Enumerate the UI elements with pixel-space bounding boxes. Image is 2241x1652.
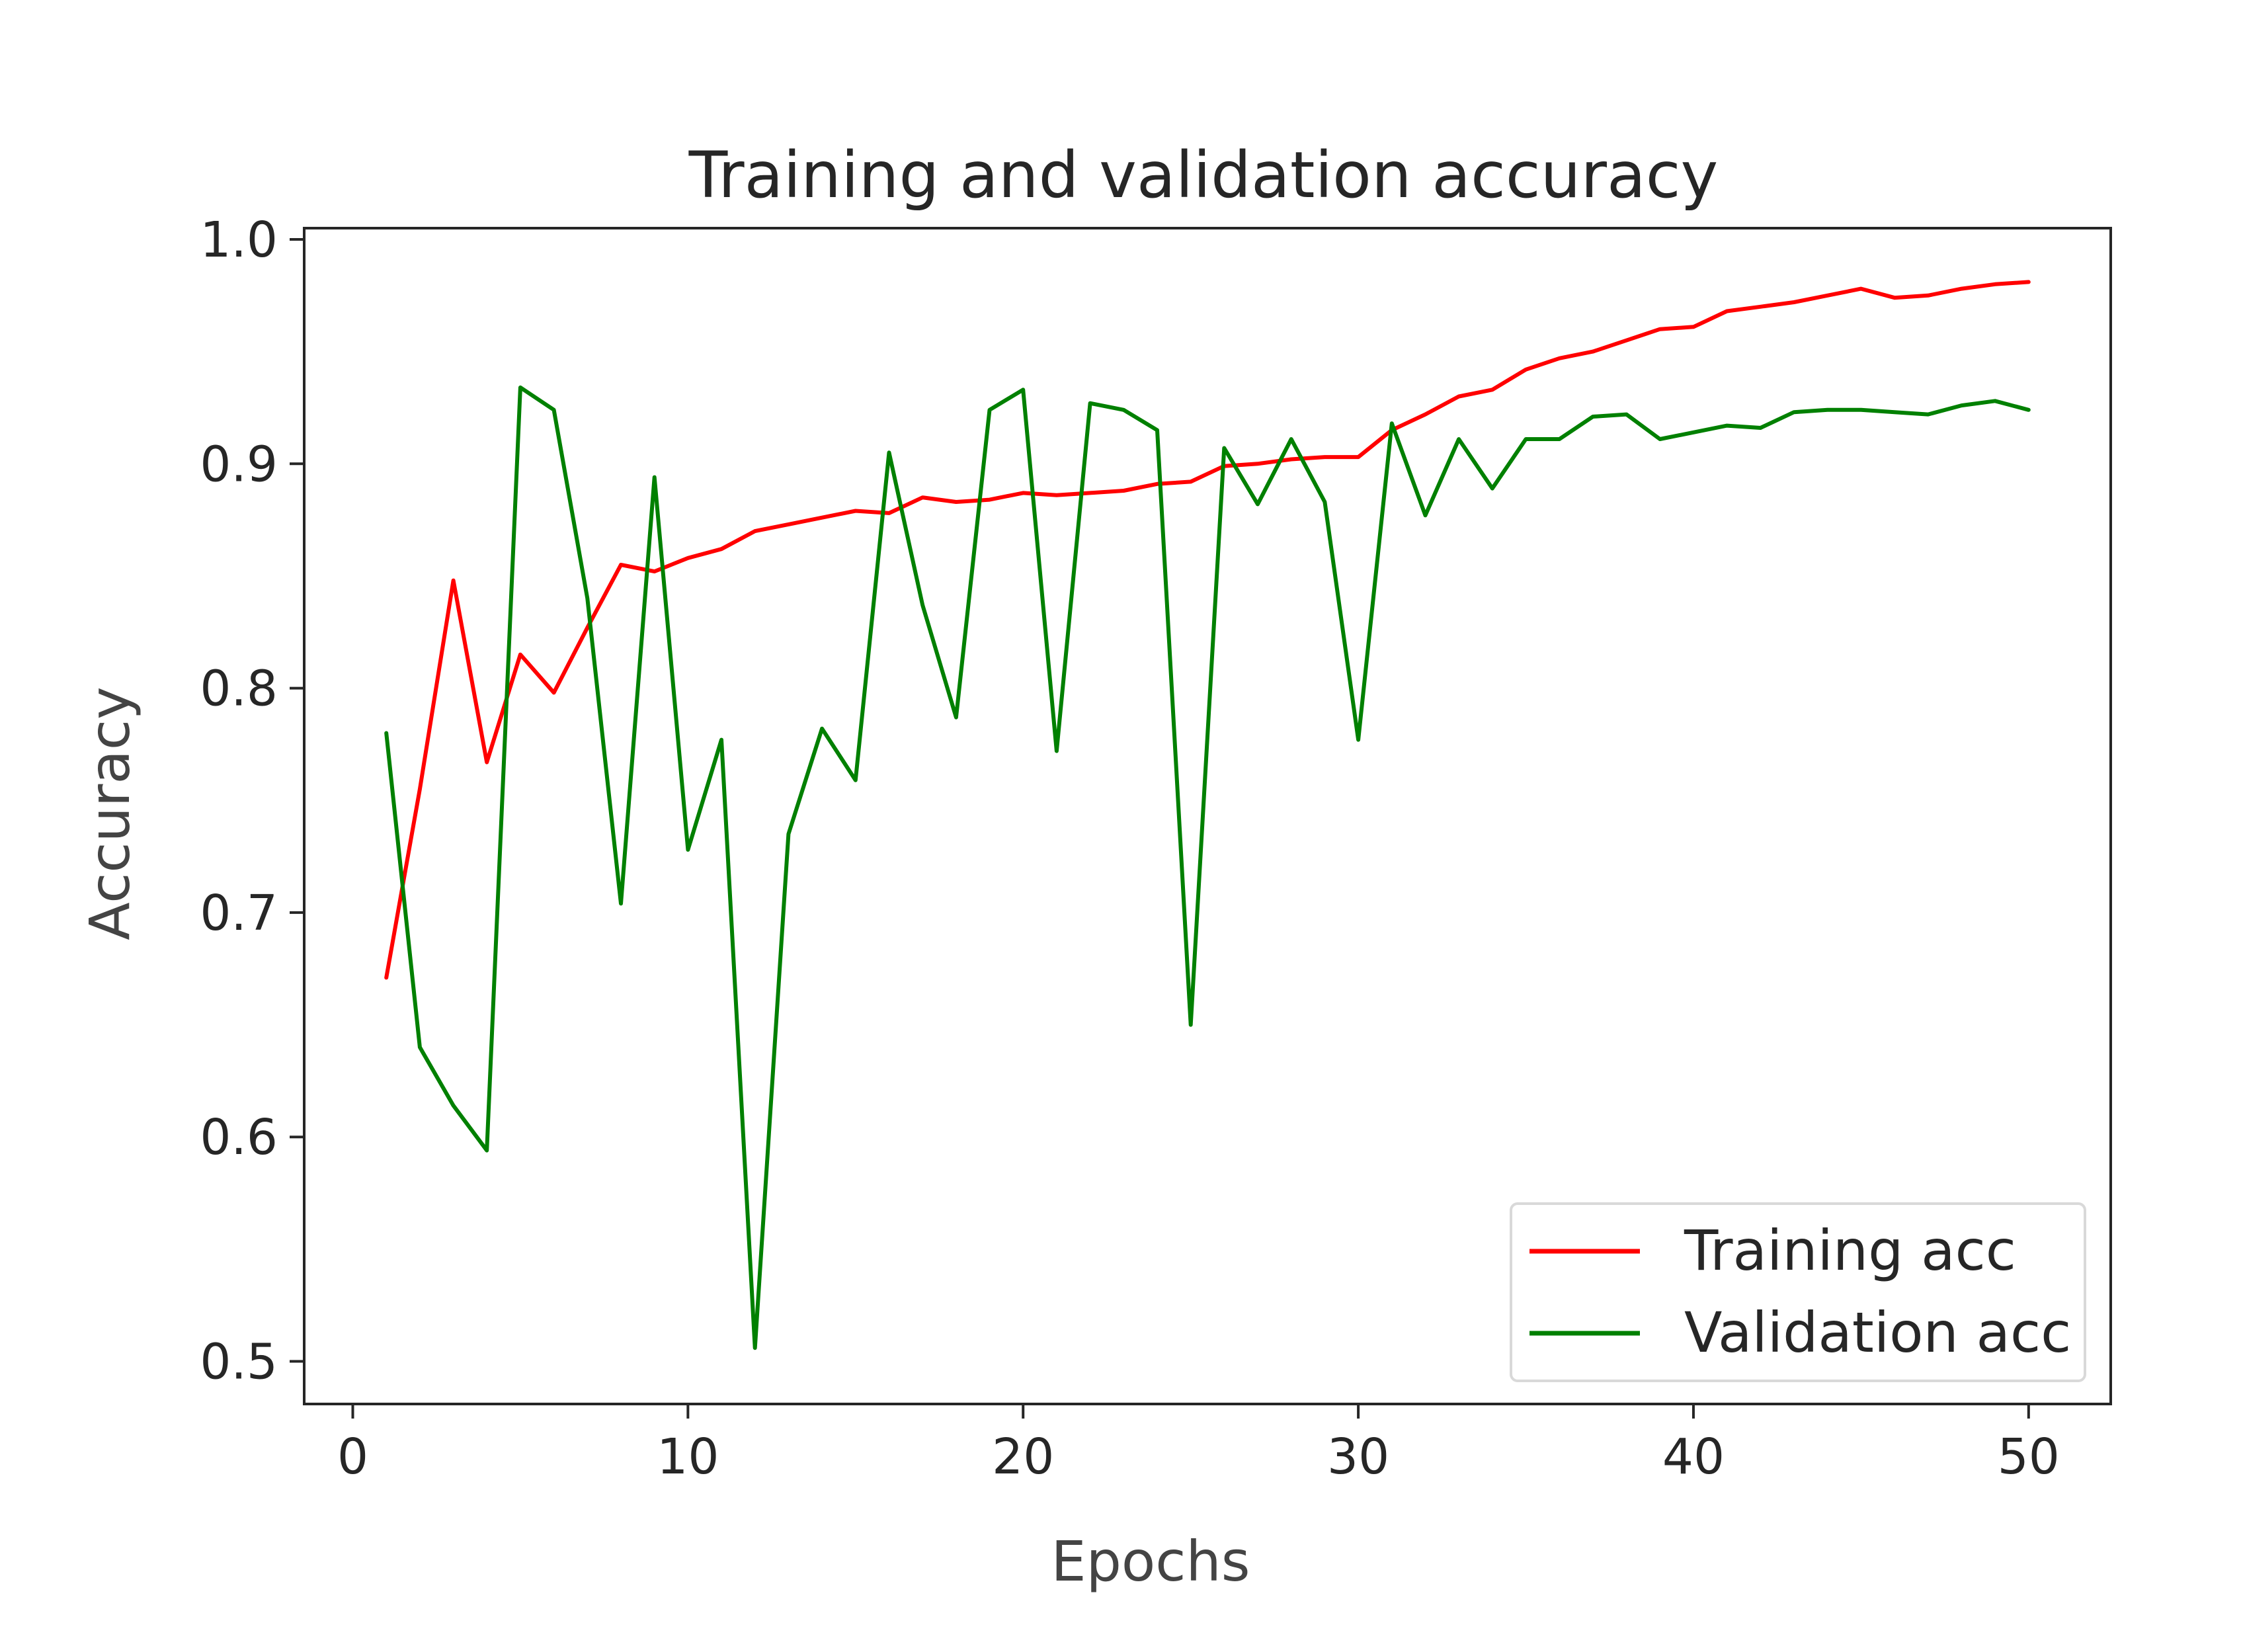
y-axis-label: Accuracy [77, 686, 142, 940]
series-line-training-acc [384, 280, 2031, 980]
legend-label: Training acc [1684, 1218, 2016, 1283]
y-tick-label: 0.7 [200, 885, 278, 942]
y-tick-label: 0.5 [200, 1334, 278, 1391]
x-tick-label: 30 [1327, 1428, 1389, 1485]
chart-title: Training and validation accuracy [688, 138, 1719, 212]
x-tick-label: 50 [1998, 1428, 2060, 1485]
x-axis-label: Epochs [1051, 1529, 1250, 1594]
y-tick-label: 1.0 [200, 212, 278, 268]
x-tick-label: 40 [1662, 1428, 1725, 1485]
plot-frame [303, 227, 2112, 1405]
x-tick-label: 0 [337, 1428, 368, 1485]
x-tick-label: 10 [657, 1428, 719, 1485]
legend-box [1510, 1202, 2086, 1382]
x-tick-label: 20 [992, 1428, 1054, 1485]
legend-label: Validation acc [1684, 1300, 2071, 1365]
y-tick-label: 0.8 [200, 661, 278, 718]
series-line-validation-acc [384, 385, 2031, 1350]
plot-area: 0 10 20 30 40 50 0.5 0.6 0.7 0.8 0.9 1.0 [200, 212, 2112, 1485]
legend: Training acc Validation acc [1510, 1202, 2086, 1382]
y-tick-label: 0.6 [200, 1109, 278, 1166]
y-tick-label: 0.9 [200, 436, 278, 493]
